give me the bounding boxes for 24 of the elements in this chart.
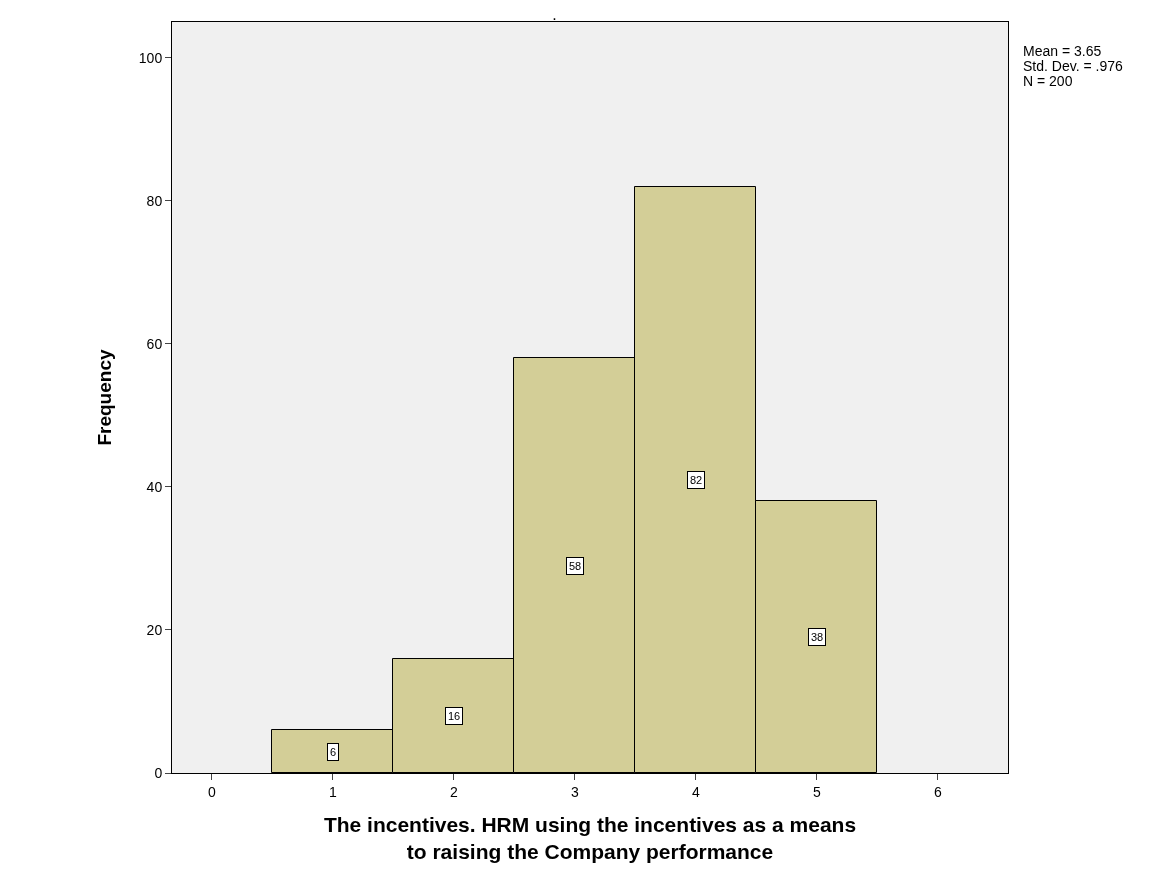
text: Mean = 3.65 <box>1023 43 1102 59</box>
y-tick-label: 40 <box>146 478 163 495</box>
y-tick-label: 60 <box>146 335 163 352</box>
y-tick-label: 100 <box>138 49 163 66</box>
chart-title: . <box>552 6 557 24</box>
data-label: 38 <box>811 631 824 643</box>
y-tick-label: 80 <box>146 192 163 209</box>
x-tick-label: 1 <box>329 783 338 800</box>
y-axis-title: Frequency <box>93 349 115 446</box>
x-tick-label: 4 <box>691 783 700 800</box>
data-label: 16 <box>448 710 461 722</box>
x-tick-label: 6 <box>933 783 942 800</box>
x-axis-title: The incentives. HRM using the incentives as a means to raising the Company performance <box>323 813 857 864</box>
text: Std. Dev. = .976 <box>1023 58 1123 74</box>
x-tick-label: 3 <box>570 783 579 800</box>
data-label: 6 <box>330 746 337 758</box>
data-label: 58 <box>569 560 582 572</box>
y-tick-label: 20 <box>146 621 163 638</box>
x-tick-label: 5 <box>812 783 821 800</box>
data-label: 82 <box>690 474 703 486</box>
x-tick-label: 2 <box>449 783 458 800</box>
x-tick-label: 0 <box>208 783 217 800</box>
y-tick-label: 0 <box>154 764 163 781</box>
text: N = 200 <box>1023 73 1073 89</box>
